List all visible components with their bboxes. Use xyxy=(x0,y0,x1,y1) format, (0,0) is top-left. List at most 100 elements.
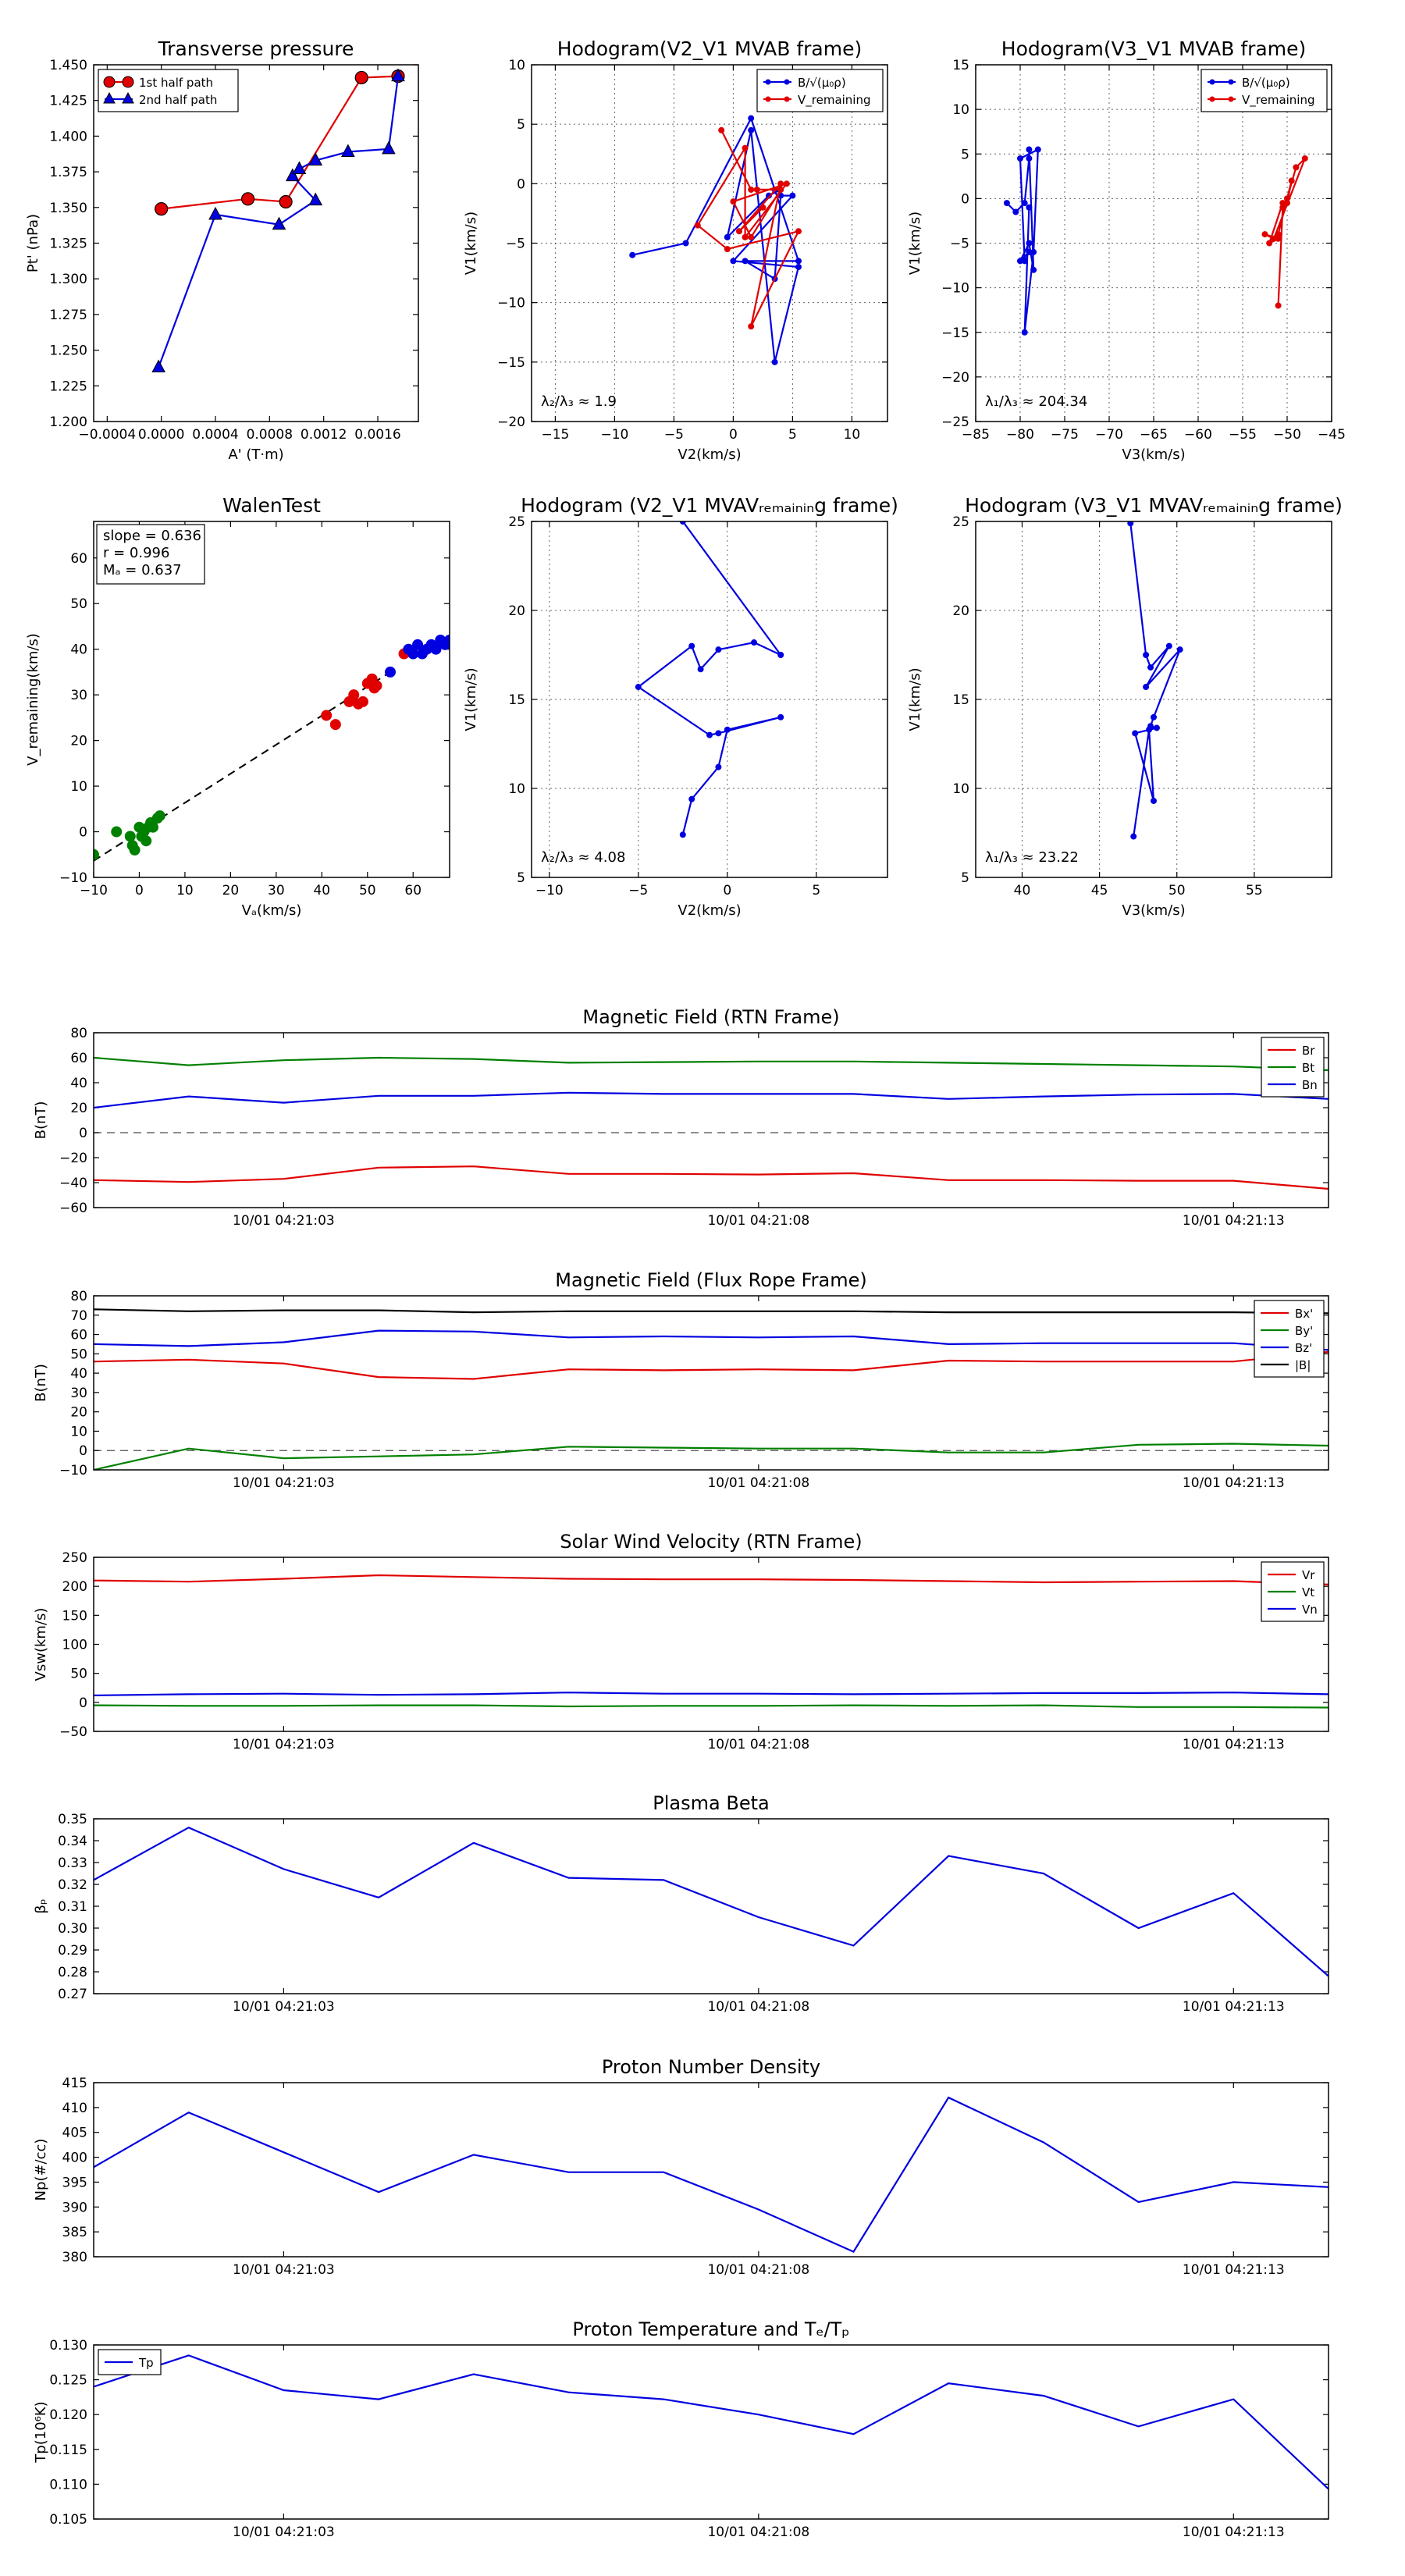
legend-marker xyxy=(103,76,116,88)
series-line xyxy=(94,1443,1329,1470)
data-point xyxy=(308,192,323,206)
x-tick-label: 0.0008 xyxy=(247,427,293,443)
data-point xyxy=(272,216,286,230)
y-tick-label: 0 xyxy=(79,1126,87,1141)
y-tick-label: 30 xyxy=(70,688,87,703)
x-tick-label: 10/01 04:21:08 xyxy=(707,1213,809,1229)
data-point xyxy=(748,115,755,122)
y-tick-label: 1.250 xyxy=(49,343,87,359)
data-point xyxy=(715,730,722,737)
data-point xyxy=(748,233,755,240)
chart-title: Solar Wind Velocity (RTN Frame) xyxy=(560,1531,862,1553)
chart-title: Transverse pressure xyxy=(158,37,354,60)
axes-frame xyxy=(975,64,1332,422)
stats-line: r = 0.996 xyxy=(103,545,169,561)
y-tick-label: 0.29 xyxy=(58,1943,87,1959)
y-tick-label: 80 xyxy=(70,1026,87,1041)
x-tick-label: 40 xyxy=(1014,883,1031,898)
data-point xyxy=(1176,646,1183,653)
series-Tp xyxy=(94,2354,1329,2490)
legend-label: 2nd half path xyxy=(139,93,217,107)
x-tick-label: 10 xyxy=(844,427,861,443)
chart-beta: 10/01 04:21:03 10/01 04:21:08 10/01 04:21:… xyxy=(33,1792,1329,2015)
data-point xyxy=(241,192,255,206)
y-tick-label: 10 xyxy=(70,1424,87,1439)
data-point xyxy=(1275,231,1282,238)
data-point xyxy=(1275,302,1282,309)
y-tick-label: 0.130 xyxy=(49,2338,87,2354)
y-tick-label: −5 xyxy=(506,237,525,252)
data-point xyxy=(94,849,99,860)
data-point xyxy=(795,258,802,265)
legend-label: V_remaining xyxy=(1242,93,1315,108)
chart-title: Magnetic Field (RTN Frame) xyxy=(582,1006,839,1028)
x-tick-label: 10/01 04:21:03 xyxy=(233,2524,335,2540)
chart-title: Hodogram (V3_V1 MVAVᵣₑₘₐᵢₙᵢₙg frame) xyxy=(965,494,1343,517)
data-point xyxy=(742,258,749,265)
plot-area xyxy=(629,115,802,365)
data-point xyxy=(348,689,360,701)
y-axis-label: Vsw(km/s) xyxy=(33,1608,49,1681)
x-tick-label: 40 xyxy=(313,883,330,898)
y-tick-label: 150 xyxy=(62,1608,87,1624)
data-point xyxy=(688,795,695,802)
x-tick-label: 5 xyxy=(812,883,820,898)
x-tick-label: 50 xyxy=(359,883,376,898)
axes-frame xyxy=(975,521,1332,878)
axes-frame xyxy=(93,521,450,878)
y-tick-label: 0 xyxy=(79,1695,87,1711)
y-tick-label: 250 xyxy=(62,1550,87,1566)
data-point xyxy=(1026,240,1033,247)
data-point xyxy=(1165,642,1172,649)
data-point xyxy=(444,635,450,646)
y-tick-label: −15 xyxy=(941,326,969,341)
series-line xyxy=(636,521,782,835)
y-tick-label: −5 xyxy=(950,237,969,252)
plot-area xyxy=(635,521,784,838)
series-Bx' xyxy=(94,1350,1329,1380)
data-point xyxy=(724,233,731,240)
data-point xyxy=(391,68,405,82)
y-tick-label: −40 xyxy=(59,1176,87,1191)
plot-area xyxy=(94,2354,1329,2490)
y-tick-label: 0.30 xyxy=(58,1921,87,1937)
x-tick-label: 55 xyxy=(1246,883,1263,898)
data-point xyxy=(1030,266,1037,273)
y-tick-label: 410 xyxy=(62,2101,87,2116)
series-line xyxy=(1006,148,1039,333)
data-point xyxy=(354,70,368,85)
x-tick-label: −60 xyxy=(1184,427,1212,443)
x-tick-label: 10/01 04:21:13 xyxy=(1183,1999,1285,2015)
y-tick-label: 395 xyxy=(62,2175,87,2190)
series-B/√(μ₀ρ) xyxy=(1003,146,1041,336)
legend-label: Vn xyxy=(1302,1603,1318,1617)
x-tick-label: 10/01 04:21:08 xyxy=(707,2524,809,2540)
x-tick-label: 10/01 04:21:03 xyxy=(233,1999,335,2015)
y-axis-label: B(nT) xyxy=(33,1364,49,1402)
x-tick-label: −80 xyxy=(1006,427,1034,443)
legend-marker xyxy=(784,79,790,85)
data-point xyxy=(771,358,778,365)
data-point xyxy=(1153,724,1160,731)
data-point xyxy=(129,844,140,856)
y-tick-label: 70 xyxy=(70,1308,87,1324)
data-point xyxy=(208,206,222,220)
data-point xyxy=(629,251,636,258)
legend-marker xyxy=(103,91,116,104)
series-beta xyxy=(94,1826,1329,1977)
legend-frame xyxy=(1200,69,1328,112)
chart-mag_fr: 10/01 04:21:03 10/01 04:21:08 10/01 04:21:… xyxy=(33,1269,1329,1491)
y-tick-label: 0.33 xyxy=(58,1856,87,1871)
chart-hodo_v3v1_mvab: −85 −80 −75 −70 −65 −60 −55 −50 −45−25−20−15−10−… xyxy=(907,37,1346,463)
series-line xyxy=(94,1308,1329,1315)
chart-title: Hodogram(V3_V1 MVAB frame) xyxy=(1001,37,1306,60)
series-line xyxy=(94,1350,1329,1380)
annotation-text: λ₁/λ₃ ≈ 204.34 xyxy=(985,393,1087,410)
x-tick-label: 10/01 04:21:13 xyxy=(1183,1213,1285,1229)
data-point xyxy=(730,198,737,205)
data-point xyxy=(1143,652,1150,658)
chart-title: Plasma Beta xyxy=(653,1792,769,1814)
x-tick-label: 10/01 04:21:13 xyxy=(1183,2524,1285,2540)
